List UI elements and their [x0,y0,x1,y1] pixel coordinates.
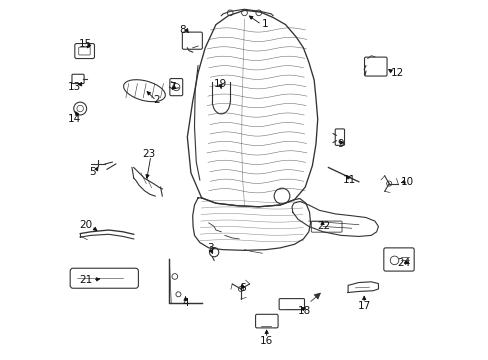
Text: 3: 3 [207,243,214,253]
Text: 2: 2 [153,95,159,105]
Text: 15: 15 [79,39,92,49]
Text: 10: 10 [400,177,413,187]
Text: 7: 7 [169,82,175,92]
Text: 9: 9 [337,139,344,149]
Text: 19: 19 [214,78,227,89]
Text: 5: 5 [89,167,96,177]
Text: 23: 23 [142,149,155,159]
Text: 4: 4 [182,297,188,307]
Text: 6: 6 [239,283,245,293]
Text: 24: 24 [397,258,410,268]
Text: 17: 17 [357,301,370,311]
Text: 22: 22 [317,221,330,231]
Text: 21: 21 [79,275,92,285]
Text: 18: 18 [297,306,310,316]
Text: 1: 1 [262,18,268,28]
Text: 12: 12 [390,68,403,78]
Text: 8: 8 [180,25,186,35]
Text: 16: 16 [260,336,273,346]
Text: 13: 13 [68,82,81,92]
Text: 20: 20 [79,220,92,230]
Text: 14: 14 [68,113,81,123]
Text: 11: 11 [343,175,356,185]
